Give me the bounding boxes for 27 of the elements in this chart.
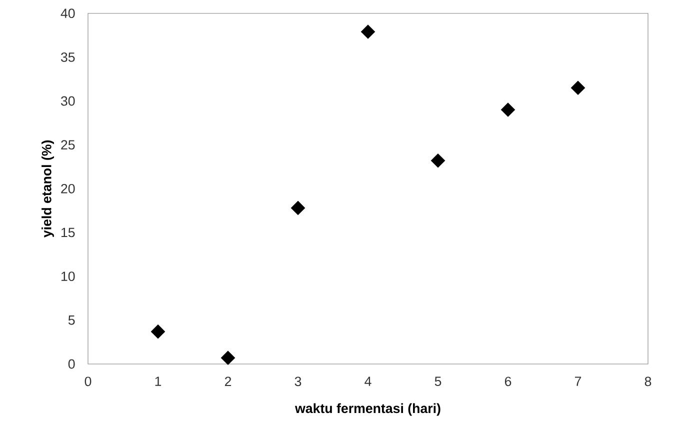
point <box>500 102 516 117</box>
point <box>360 24 376 39</box>
x-tick-label: 5 <box>434 376 442 386</box>
y-tick-label: 40 <box>60 8 75 18</box>
x-tick-label: 2 <box>224 376 232 386</box>
y-tick-label: 5 <box>68 316 75 325</box>
x-tick-label: 8 <box>644 376 652 386</box>
y-tick-label: 35 <box>60 52 75 62</box>
x-tick-label: 7 <box>574 376 582 386</box>
x-axis-title: waktu fermentasi (hari) <box>294 403 440 416</box>
x-tick-label: 6 <box>504 376 512 386</box>
y-tick-label: 10 <box>61 272 75 282</box>
x-tick-label: 0 <box>84 376 92 386</box>
y-tick-label: 20 <box>61 184 75 194</box>
y-tick-label: 30 <box>60 96 75 106</box>
y-tick-label: 25 <box>61 140 75 150</box>
y-tick-label: 15 <box>61 228 75 238</box>
point <box>430 154 446 168</box>
x-tick-label: 3 <box>294 376 302 386</box>
point <box>570 80 586 95</box>
point <box>220 350 236 365</box>
y-tick-label: 0 <box>68 359 75 369</box>
point <box>290 200 306 216</box>
y-axis-title: yield etanol (%) <box>42 140 54 238</box>
x-tick-label: 1 <box>155 376 162 386</box>
x-tick-label: 4 <box>364 376 372 386</box>
point <box>150 324 166 339</box>
